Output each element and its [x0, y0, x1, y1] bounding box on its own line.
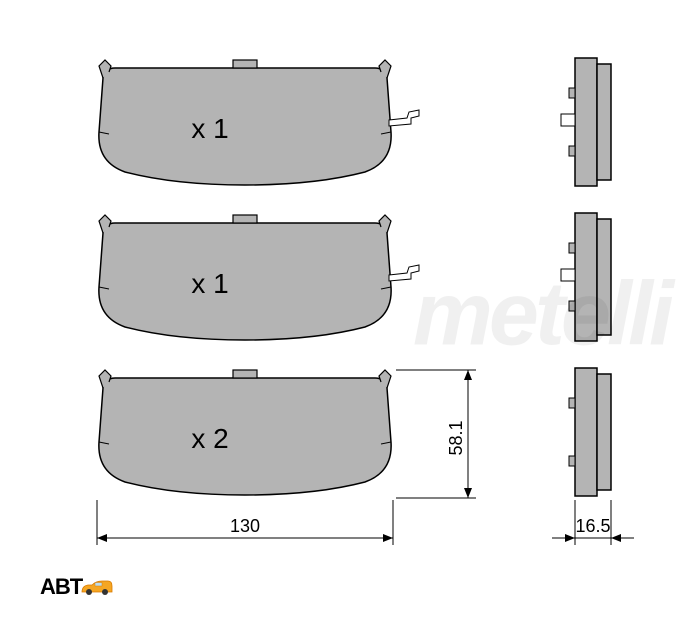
- qty-label-3: x 2: [191, 423, 228, 454]
- dim-height: 58.1: [396, 370, 476, 498]
- dim-thickness: 16.5: [552, 500, 634, 545]
- brake-pad-diagram: x 1 x 1 x 2 58.1 130: [0, 0, 680, 630]
- dim-width-value: 130: [230, 516, 260, 536]
- qty-label-1: x 1: [191, 113, 228, 144]
- dim-height-value: 58.1: [446, 420, 466, 455]
- dim-thickness-value: 16.5: [575, 516, 610, 536]
- logo-text-left: ABT: [40, 574, 82, 599]
- qty-label-2: x 1: [191, 268, 228, 299]
- car-icon: [80, 580, 114, 596]
- logo: ABT: [40, 574, 112, 600]
- dim-width: 130: [97, 500, 393, 545]
